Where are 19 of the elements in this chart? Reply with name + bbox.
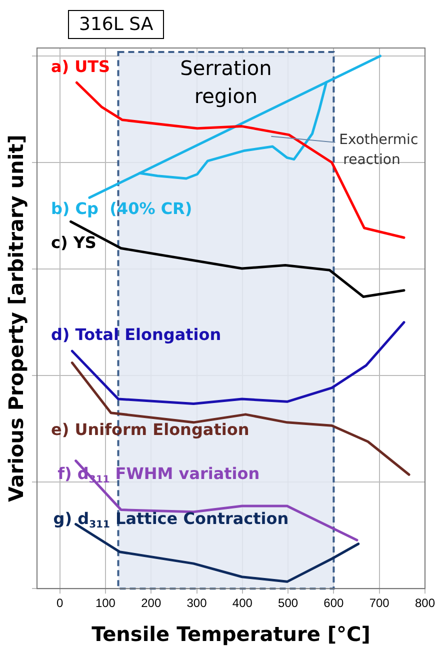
x-tick-label: 600 — [324, 596, 344, 610]
chart-title: 316L SA — [68, 10, 164, 39]
series-label: a) UTS — [50, 57, 110, 76]
series-label: b) Cp (40% CR) — [50, 198, 192, 218]
x-tick-label: 100 — [95, 596, 116, 610]
x-tick-label: 0 — [56, 596, 64, 610]
x-tick-label: 800 — [414, 596, 436, 610]
x-tick-label: 200 — [141, 596, 162, 610]
band-label: Serration region — [180, 56, 272, 108]
series-label: c) YS — [50, 232, 96, 252]
x-tick-label: 700 — [369, 596, 390, 610]
series-label: e) Uniform Elongation — [50, 420, 250, 439]
x-axis-title: Tensile Temperature [°C] — [92, 622, 370, 646]
x-tick-label: 400 — [232, 596, 253, 610]
x-tick-label: 500 — [278, 596, 298, 610]
series-label: d) Total Elongation — [50, 324, 222, 344]
x-tick-label: 300 — [186, 596, 208, 610]
y-axis-title: Various Property [arbitrary unit] — [4, 134, 28, 502]
annotation: Exothermic reaction — [339, 132, 418, 168]
